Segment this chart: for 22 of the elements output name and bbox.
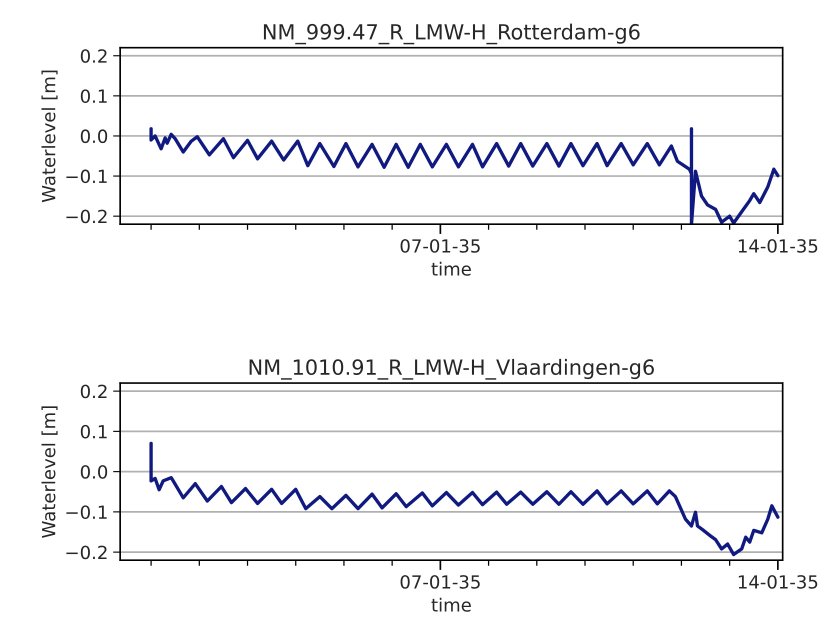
y-tick-label: 0.1 [80, 424, 107, 438]
chart-title: NM_999.47_R_LMW-H_Rotterdam-g6 [264, 24, 640, 44]
y-tick-label: −0.1 [66, 505, 107, 519]
x-axis-title: time [432, 262, 471, 276]
chart-title: NM_1010.91_R_LMW-H_Vlaardingen-g6 [250, 358, 654, 380]
y-axis-title: Waterlevel [m] [41, 70, 58, 202]
x-tick-label: 14-01-35 [738, 239, 818, 253]
y-tick-label: −0.2 [66, 210, 107, 224]
y-tick-label: 0.2 [80, 49, 107, 63]
y-tick-label: −0.1 [66, 170, 107, 184]
y-tick-label: 0.0 [80, 465, 108, 479]
line-series [149, 127, 780, 224]
y-tick-label: 0.1 [80, 89, 107, 103]
x-tick-label: 07-01-35 [400, 575, 480, 589]
x-tick-label: 14-01-35 [738, 575, 818, 589]
y-tick-label: 0.2 [80, 384, 107, 398]
x-tick-label: 07-01-35 [400, 239, 480, 253]
y-tick-label: 0.0 [80, 129, 108, 144]
y-axis-title: Waterlevel [m] [41, 406, 58, 538]
x-axis-title: time [432, 598, 471, 612]
y-tick-label: −0.2 [66, 546, 107, 560]
line-series [149, 442, 780, 556]
